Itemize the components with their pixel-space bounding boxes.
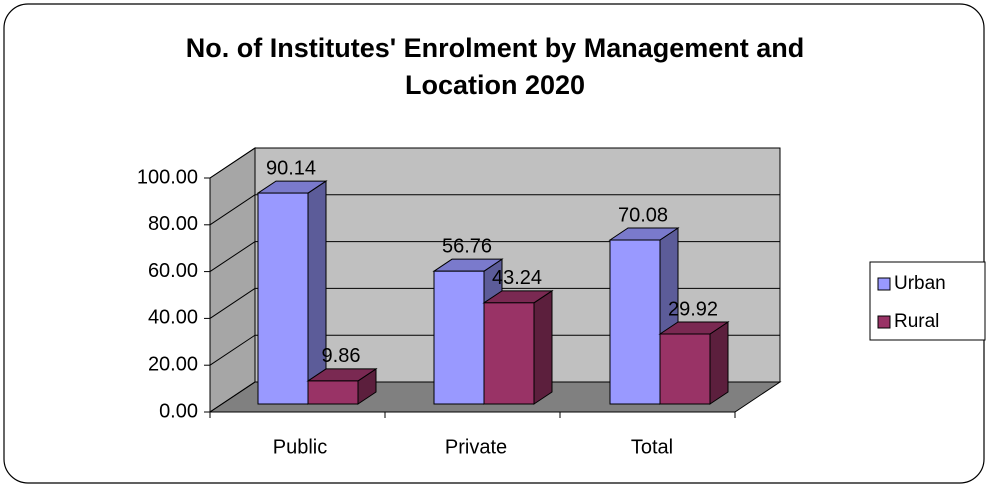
grid-line (209, 194, 780, 226)
y-tick-label: 40.00 (148, 307, 198, 329)
value-label: 9.86 (322, 345, 361, 367)
legend-swatch (877, 277, 891, 291)
value-label: 90.14 (266, 157, 316, 179)
value-label: 29.92 (668, 298, 718, 320)
bar (659, 333, 711, 405)
x-tick-label: Public (273, 436, 327, 458)
value-label: 43.24 (492, 267, 542, 289)
bar (433, 270, 485, 405)
y-tick-label: 60.00 (148, 260, 198, 282)
bar (483, 302, 535, 405)
side-wall (209, 147, 256, 413)
x-tick-label: Total (631, 436, 673, 458)
y-tick-label: 80.00 (148, 213, 198, 235)
bar-side (533, 289, 553, 405)
legend-label: Rural (894, 311, 939, 332)
legend-label: Urban (894, 273, 946, 294)
bar-side (709, 321, 729, 405)
grid-line (209, 241, 780, 273)
chart-title: No. of Institutes' Enrolment by Manageme… (185, 33, 805, 100)
bar (307, 380, 359, 405)
grid-line (209, 287, 780, 319)
y-tick-label: 0.00 (159, 400, 198, 422)
y-tick-label: 20.00 (148, 353, 198, 375)
y-tick-label: 100.00 (137, 166, 198, 188)
grid-line (209, 147, 780, 179)
value-label: 56.76 (442, 235, 492, 257)
legend-swatch (877, 315, 891, 329)
value-label: 70.08 (618, 204, 668, 226)
grid-line (209, 381, 780, 413)
grid-line (209, 334, 780, 366)
bar (257, 192, 309, 405)
x-tick-label: Private (445, 436, 507, 458)
bar (609, 239, 661, 405)
